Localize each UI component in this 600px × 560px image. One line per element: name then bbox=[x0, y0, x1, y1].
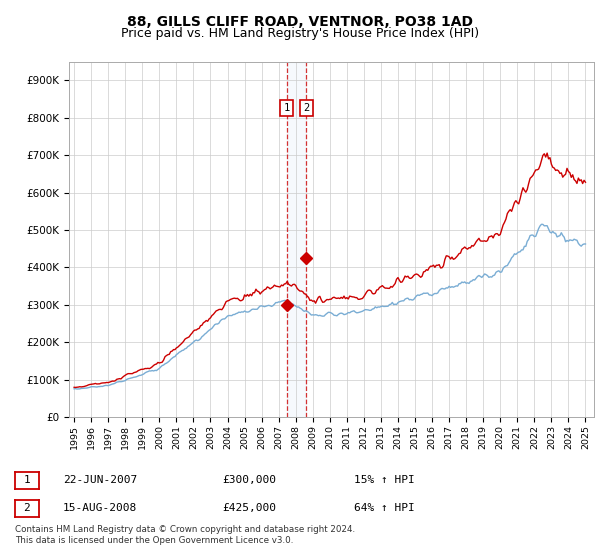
Text: 88, GILLS CLIFF ROAD, VENTNOR, PO38 1AD: 88, GILLS CLIFF ROAD, VENTNOR, PO38 1AD bbox=[127, 15, 473, 29]
Text: £425,000: £425,000 bbox=[222, 503, 276, 513]
Text: Contains HM Land Registry data © Crown copyright and database right 2024.
This d: Contains HM Land Registry data © Crown c… bbox=[15, 525, 355, 545]
Text: 15% ↑ HPI: 15% ↑ HPI bbox=[354, 475, 415, 485]
Bar bbox=[287, 62, 306, 417]
Text: 2: 2 bbox=[23, 503, 31, 514]
Text: Price paid vs. HM Land Registry's House Price Index (HPI): Price paid vs. HM Land Registry's House … bbox=[121, 27, 479, 40]
Text: 22-JUN-2007: 22-JUN-2007 bbox=[63, 475, 137, 485]
Text: 1: 1 bbox=[284, 103, 290, 113]
Text: 15-AUG-2008: 15-AUG-2008 bbox=[63, 503, 137, 513]
Text: £300,000: £300,000 bbox=[222, 475, 276, 485]
Text: 1: 1 bbox=[23, 475, 31, 486]
Text: 64% ↑ HPI: 64% ↑ HPI bbox=[354, 503, 415, 513]
Text: 2: 2 bbox=[303, 103, 310, 113]
